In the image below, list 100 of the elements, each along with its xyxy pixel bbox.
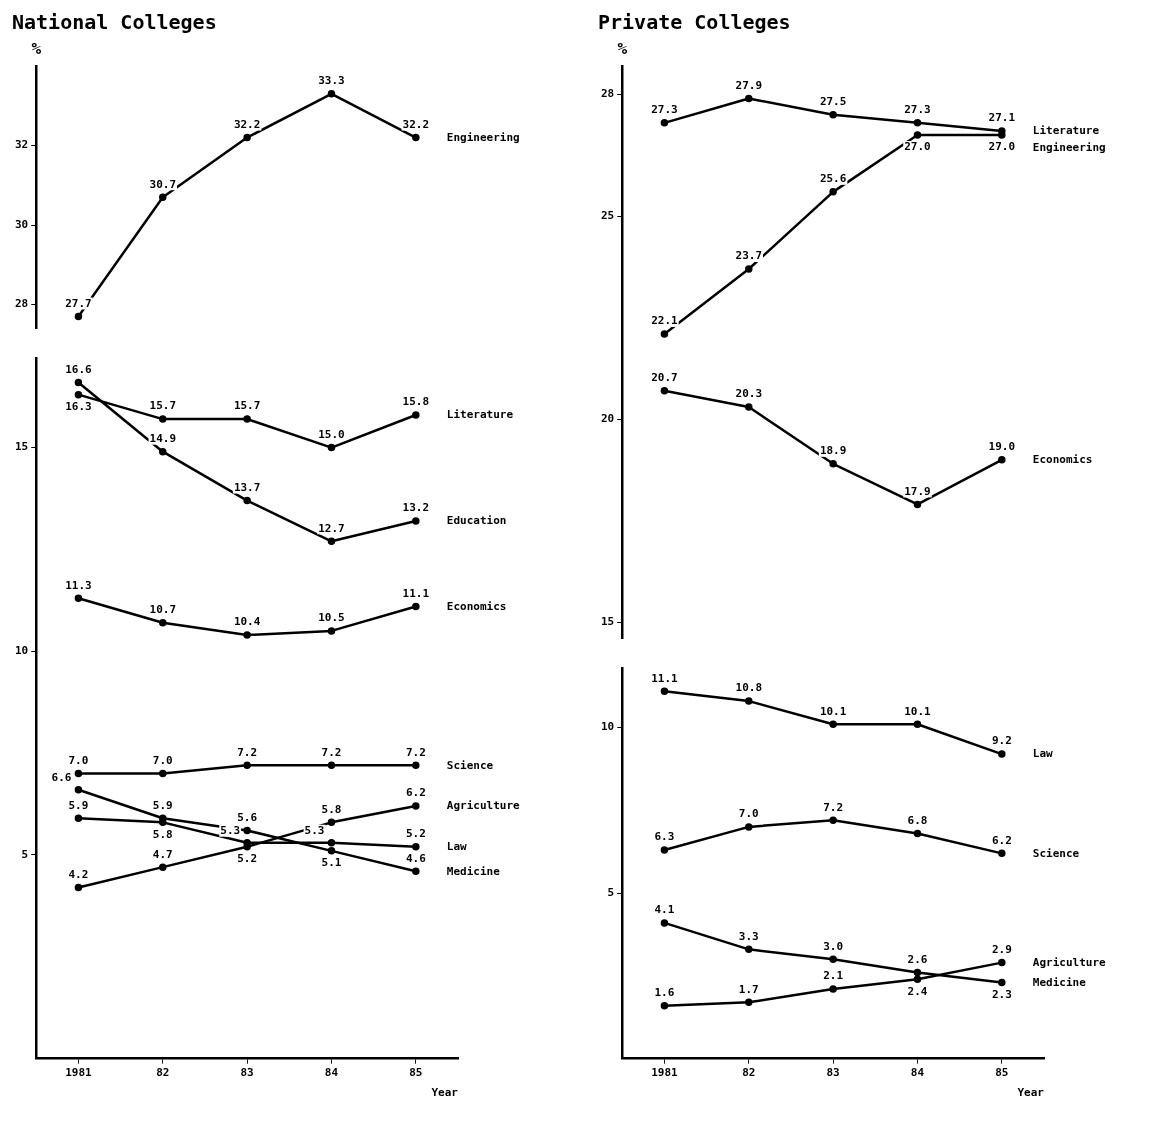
data-label: 7.0 bbox=[68, 753, 89, 767]
text: Law bbox=[1032, 747, 1054, 761]
data-label: 5.8 bbox=[321, 802, 342, 816]
text: Science bbox=[1032, 846, 1080, 860]
data-label: 15.8 bbox=[402, 395, 430, 409]
data-label: 30.7 bbox=[149, 177, 177, 191]
data-label: 2.3 bbox=[991, 987, 1012, 1001]
data-label: 5.9 bbox=[152, 798, 173, 812]
data-label: 1.7 bbox=[738, 982, 759, 996]
data-label: 18.9 bbox=[819, 444, 847, 458]
data-label: 10.1 bbox=[904, 704, 932, 718]
data-label: 27.0 bbox=[988, 140, 1016, 154]
data-label: 9.2 bbox=[991, 734, 1012, 748]
data-label: 15.7 bbox=[149, 399, 177, 413]
data-label: 14.9 bbox=[149, 432, 177, 446]
data-label: 27.3 bbox=[651, 103, 678, 117]
x-tick-label: 1981 bbox=[65, 1066, 93, 1080]
text: Engineering bbox=[1032, 141, 1106, 155]
data-label: 4.7 bbox=[152, 847, 173, 861]
data-label: 16.3 bbox=[65, 400, 92, 414]
data-label: 23.7 bbox=[735, 249, 763, 263]
data-label: 7.0 bbox=[152, 753, 173, 767]
data-label: 7.2 bbox=[321, 745, 342, 759]
data-label: 33.3 bbox=[318, 74, 345, 88]
data-label: 6.2 bbox=[405, 786, 426, 800]
data-label: 20.3 bbox=[735, 387, 763, 401]
data-label: 22.1 bbox=[651, 314, 679, 328]
data-label: 11.1 bbox=[651, 671, 679, 685]
data-label: 5.3 bbox=[220, 824, 241, 838]
data-label: 10.1 bbox=[819, 704, 847, 718]
y-tick-label: 5 bbox=[607, 885, 615, 899]
y-tick-label: 30 bbox=[15, 217, 29, 231]
data-label: 2.4 bbox=[907, 984, 928, 998]
x-tick-label: 82 bbox=[156, 1066, 170, 1080]
data-label: 2.9 bbox=[991, 942, 1012, 956]
x-axis-title: Year bbox=[431, 1086, 459, 1100]
data-label: 13.7 bbox=[233, 480, 261, 494]
text: Economics bbox=[446, 599, 507, 613]
data-label: 12.7 bbox=[318, 521, 345, 535]
x-tick-label: 83 bbox=[826, 1066, 840, 1080]
data-label: 5.8 bbox=[152, 827, 173, 841]
y-tick-label: 20 bbox=[601, 412, 615, 426]
data-label: 5.6 bbox=[237, 810, 258, 824]
data-label: 13.2 bbox=[402, 501, 430, 515]
y-tick-label: 25 bbox=[601, 209, 615, 223]
y-tick-label: 28 bbox=[601, 87, 615, 101]
data-label: 7.2 bbox=[405, 745, 426, 759]
data-label: 5.1 bbox=[321, 856, 342, 870]
y-tick-label: 15 bbox=[15, 440, 29, 454]
data-label: 27.9 bbox=[735, 78, 763, 92]
data-label: 4.6 bbox=[405, 851, 427, 865]
x-tick-label: 1981 bbox=[651, 1066, 679, 1080]
data-label: 27.5 bbox=[819, 95, 847, 109]
data-label: 1.6 bbox=[654, 986, 675, 999]
text: Economics bbox=[1032, 453, 1093, 467]
y-tick-label: 10 bbox=[15, 644, 29, 658]
y-tick-label: 15 bbox=[601, 615, 615, 629]
data-label: 5.2 bbox=[405, 827, 426, 841]
data-label: 19.0 bbox=[988, 440, 1016, 454]
text: Literature bbox=[446, 408, 514, 422]
text: Education bbox=[446, 514, 507, 528]
data-label: 4.1 bbox=[654, 903, 675, 917]
data-label: 27.0 bbox=[904, 140, 931, 154]
data-label: 5.3 bbox=[304, 824, 325, 838]
x-tick-label: 85 bbox=[409, 1066, 423, 1080]
data-label: 6.6 bbox=[51, 771, 72, 785]
data-label: 7.2 bbox=[823, 800, 844, 814]
text: Literature bbox=[1032, 124, 1100, 138]
data-label: 5.9 bbox=[68, 798, 89, 812]
y-tick-label: 5 bbox=[21, 847, 29, 861]
data-label: 3.3 bbox=[738, 929, 759, 943]
data-label: 27.3 bbox=[904, 103, 931, 117]
text: Medicine bbox=[446, 864, 501, 878]
data-label: 32.2 bbox=[233, 117, 261, 131]
data-label: 11.1 bbox=[402, 586, 430, 600]
chart-title: Private Colleges bbox=[598, 10, 791, 35]
chart-title: National Colleges bbox=[12, 10, 217, 35]
data-label: 4.2 bbox=[68, 867, 89, 881]
y-axis-title: % bbox=[617, 39, 628, 59]
text: Agriculture bbox=[446, 799, 521, 813]
data-label: 6.3 bbox=[654, 830, 675, 844]
x-tick-label: 85 bbox=[995, 1066, 1009, 1080]
text: Agriculture bbox=[1032, 955, 1107, 969]
data-label: 25.6 bbox=[819, 172, 847, 186]
data-label: 11.3 bbox=[65, 578, 92, 592]
data-label: 10.7 bbox=[149, 603, 177, 617]
data-label: 32.2 bbox=[402, 117, 430, 131]
data-label: 2.6 bbox=[907, 952, 928, 966]
data-label: 2.1 bbox=[823, 969, 844, 983]
y-tick-label: 10 bbox=[601, 720, 615, 734]
x-tick-label: 82 bbox=[742, 1066, 756, 1080]
x-tick-label: 83 bbox=[240, 1066, 254, 1080]
data-label: 7.2 bbox=[237, 745, 258, 759]
text: Engineering bbox=[446, 130, 520, 144]
data-label: 15.0 bbox=[318, 427, 345, 441]
data-label: 27.7 bbox=[65, 296, 92, 310]
x-tick-label: 84 bbox=[324, 1066, 339, 1080]
text: Law bbox=[446, 840, 468, 854]
data-label: 27.1 bbox=[988, 111, 1016, 125]
data-label: 17.9 bbox=[904, 484, 931, 498]
